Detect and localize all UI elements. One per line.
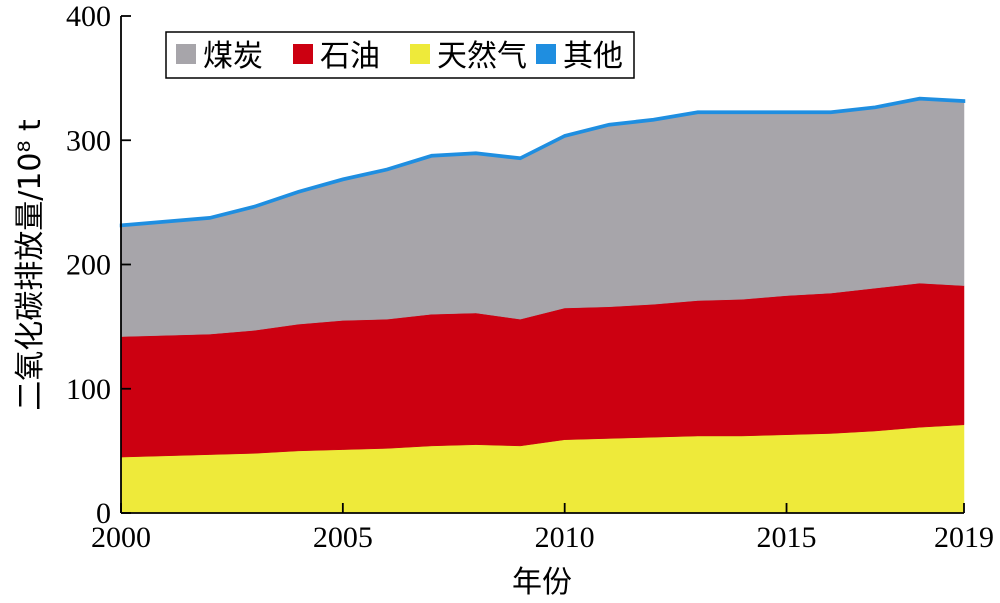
tick-labels: 0 100 200 300 400 2000 2005 2010 2015 2019 xyxy=(66,0,994,554)
legend-swatch xyxy=(410,44,430,64)
legend-swatch xyxy=(293,44,313,64)
y-tick-label: 0 xyxy=(96,497,111,530)
legend-swatch xyxy=(176,44,196,64)
x-tick-label: 2000 xyxy=(91,521,151,554)
area-layers xyxy=(119,96,966,514)
x-tick-label: 2010 xyxy=(535,521,595,554)
x-tick-label: 2015 xyxy=(757,521,817,554)
legend-swatch xyxy=(536,44,556,64)
axes xyxy=(120,15,965,514)
legend: 煤炭 石油 天然气 其他 xyxy=(165,31,635,79)
x-axis-title: 年份 xyxy=(512,565,572,600)
y-tick-label: 400 xyxy=(66,0,111,33)
y-tick-label: 200 xyxy=(66,249,111,282)
y-tick-label: 300 xyxy=(66,124,111,157)
x-tick-label: 2019 xyxy=(934,521,994,554)
legend-label: 煤炭 xyxy=(203,39,263,74)
area-series xyxy=(119,96,966,228)
x-tick-label: 2005 xyxy=(313,521,373,554)
legend-label: 天然气 xyxy=(437,39,527,74)
y-axis-title: 二氧化碳排放量/10⁸ t xyxy=(13,119,48,411)
legend-label: 其他 xyxy=(563,39,623,74)
y-tick-label: 100 xyxy=(66,373,111,406)
legend-label: 石油 xyxy=(320,39,380,74)
